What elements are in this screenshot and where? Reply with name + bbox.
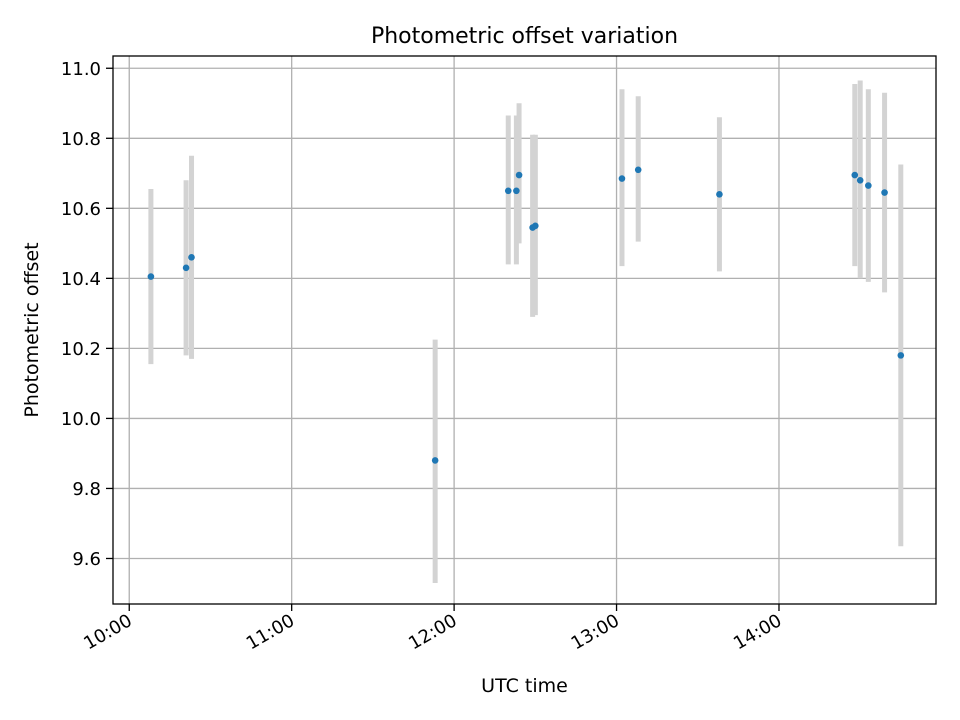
data-point xyxy=(851,171,859,179)
y-tick-label: 10.2 xyxy=(61,339,101,360)
grid xyxy=(113,56,936,604)
data-point xyxy=(182,264,190,272)
x-axis-label: UTC time xyxy=(481,675,568,697)
data-point xyxy=(532,222,539,230)
chart-title: Photometric offset variation xyxy=(371,24,678,49)
data-point xyxy=(634,166,642,174)
data-point xyxy=(515,171,523,179)
data-point xyxy=(504,187,512,195)
y-axis-label: Photometric offset xyxy=(21,242,43,417)
y-tick-label: 10.8 xyxy=(61,129,101,150)
data-point xyxy=(897,352,905,359)
plot-frame xyxy=(112,55,937,605)
y-axis: 9.6 9.8 10.0 10.2 10.4 10.6 10.8 11.0 xyxy=(61,59,113,570)
data-point xyxy=(865,182,872,189)
y-tick-label: 10.6 xyxy=(61,199,101,220)
data-point xyxy=(618,175,626,182)
data-point xyxy=(881,189,888,196)
data-point xyxy=(147,273,155,280)
data-point xyxy=(188,254,195,261)
y-tick-label: 11.0 xyxy=(61,59,101,80)
data-point xyxy=(716,191,723,198)
data-point xyxy=(856,177,864,184)
y-tick-label: 9.6 xyxy=(72,549,101,570)
data-point xyxy=(431,457,439,464)
y-tick-label: 9.8 xyxy=(72,479,101,500)
y-tick-label: 10.4 xyxy=(61,269,101,290)
data-points xyxy=(147,166,905,464)
data-point xyxy=(513,187,520,195)
y-tick-label: 10.0 xyxy=(61,409,101,430)
